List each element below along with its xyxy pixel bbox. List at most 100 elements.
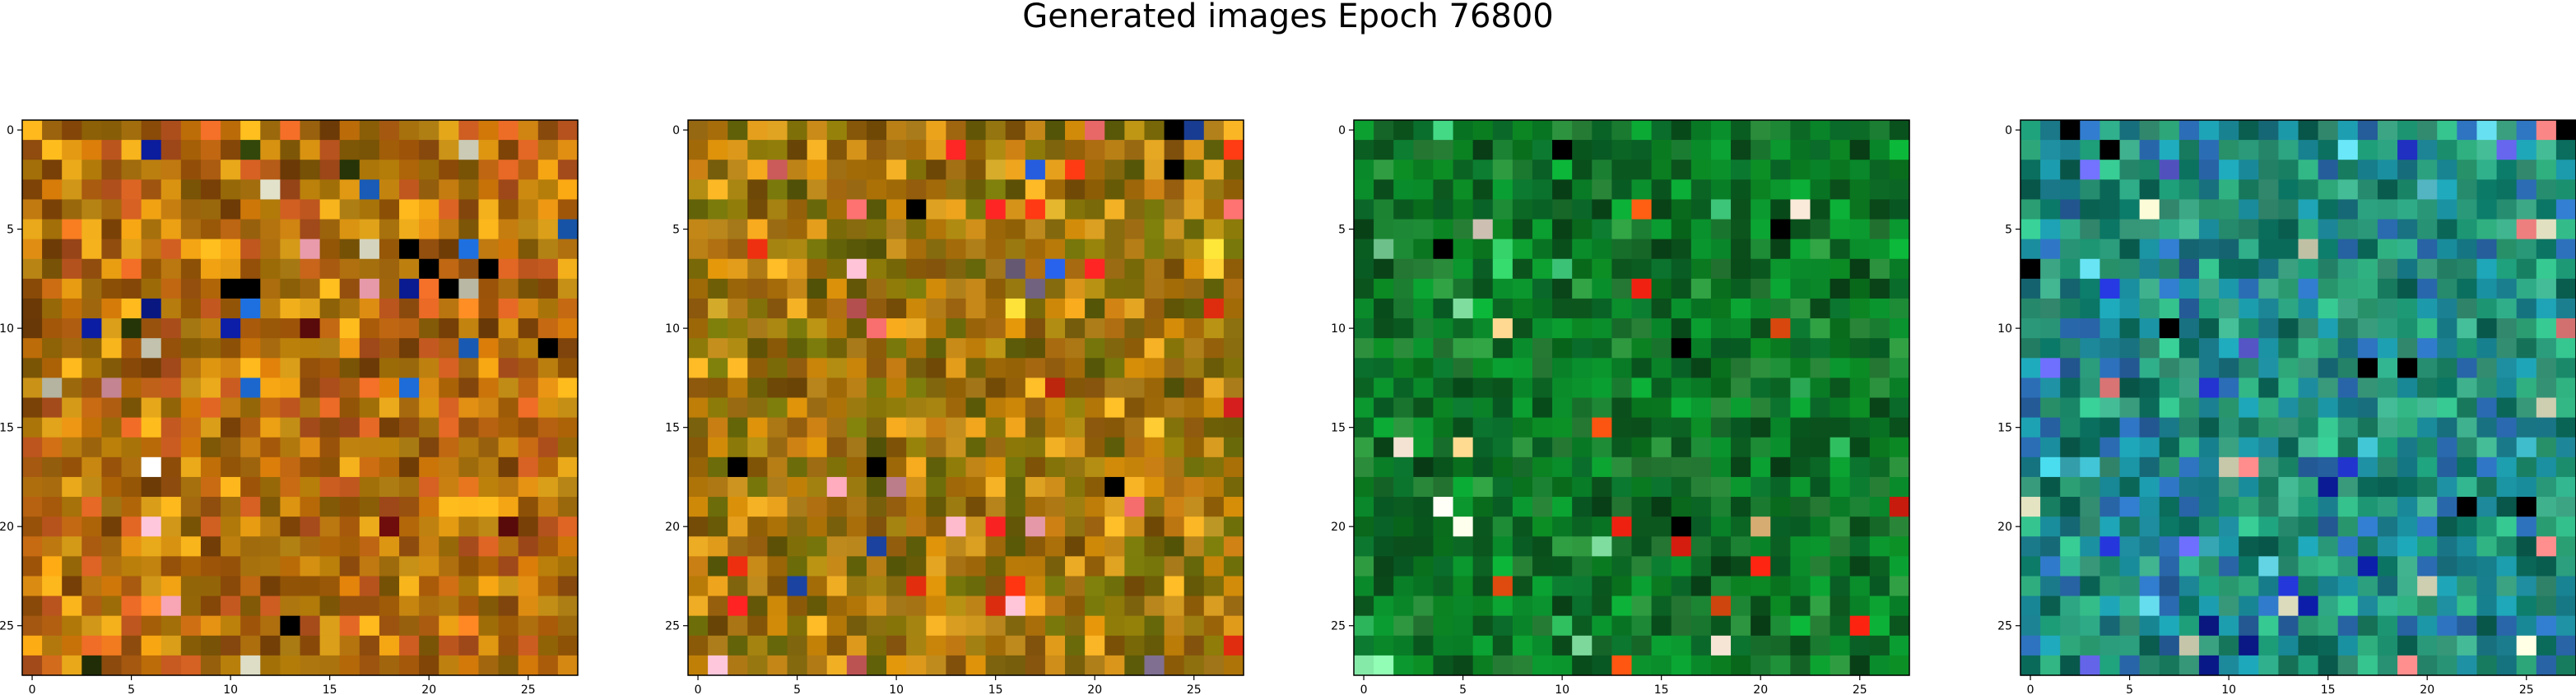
heatmap-cell <box>1690 456 1712 478</box>
heatmap-cell <box>985 199 1007 220</box>
heatmap-cell <box>2119 258 2141 280</box>
heatmap-cell <box>846 595 867 617</box>
heatmap-cell <box>2119 358 2141 378</box>
heatmap-cell <box>1731 140 1751 160</box>
heatmap-cell <box>1393 219 1414 240</box>
heatmap-cell <box>1065 278 1086 299</box>
heatmap-cell <box>1651 655 1672 676</box>
heatmap-cell <box>1183 318 1205 339</box>
heatmap-cell <box>2357 160 2378 180</box>
heatmap-cell <box>2496 536 2518 557</box>
heatmap-cell <box>2377 298 2398 319</box>
heatmap-cell <box>2258 358 2279 378</box>
heatmap-cell <box>121 397 142 419</box>
heatmap-cell <box>886 456 907 478</box>
heatmap-cell <box>2020 476 2041 498</box>
heatmap-cell <box>399 517 420 537</box>
heatmap-cell <box>2397 219 2418 240</box>
heatmap-cell <box>886 219 907 240</box>
heatmap-cell <box>1005 258 1026 280</box>
heatmap-cell <box>2298 417 2319 438</box>
heatmap-cell <box>2457 595 2478 617</box>
heatmap-cell <box>458 655 480 676</box>
heatmap-cell <box>1354 258 1374 280</box>
heatmap-cell <box>1849 160 1871 180</box>
heatmap-cell <box>1164 140 1185 160</box>
heatmap-cell <box>2377 397 2398 419</box>
heatmap-cell <box>260 517 281 537</box>
heatmap-cell <box>2119 199 2141 220</box>
heatmap-cell <box>1572 517 1593 537</box>
heatmap-cell <box>886 278 907 299</box>
heatmap-cell <box>359 417 380 438</box>
heatmap-cell <box>708 179 728 201</box>
heatmap-cell <box>1512 417 1533 438</box>
heatmap-cell <box>1203 378 1225 399</box>
heatmap-cell <box>1005 358 1026 378</box>
heatmap-cell <box>458 278 480 299</box>
heatmap-cell <box>1374 179 1394 201</box>
heatmap-cell <box>1710 160 1732 180</box>
heatmap-cell <box>160 338 182 359</box>
heatmap-cell <box>2397 397 2418 419</box>
heatmap-cell <box>42 298 63 319</box>
heatmap-cell <box>2298 615 2319 637</box>
heatmap-cell <box>1651 219 1672 240</box>
heatmap-cell <box>1413 615 1434 637</box>
heatmap-cell <box>1413 417 1434 438</box>
heatmap-cell <box>1512 338 1533 359</box>
heatmap-cell <box>81 417 103 438</box>
heatmap-cell <box>926 556 946 577</box>
heatmap-cell <box>2337 358 2359 378</box>
heatmap-cell <box>1690 338 1712 359</box>
y-tick-label: 25 <box>1331 620 1346 633</box>
heatmap-cell <box>1671 199 1692 220</box>
heatmap-cell <box>965 160 987 180</box>
heatmap-cell <box>1770 556 1791 577</box>
heatmap-cell <box>2119 278 2141 299</box>
heatmap-cell <box>1025 298 1046 319</box>
heatmap-cell <box>1393 318 1414 339</box>
heatmap-cell <box>280 258 301 280</box>
heatmap-cell <box>2536 120 2557 141</box>
heatmap-cell <box>1611 258 1633 280</box>
heatmap-cell <box>260 219 281 240</box>
heatmap-cell <box>2219 338 2239 359</box>
heatmap-cell <box>2437 120 2457 141</box>
heatmap-cell <box>906 437 927 458</box>
heatmap-cell <box>2020 179 2041 201</box>
heatmap-cell <box>1472 556 1494 577</box>
heatmap-cell <box>2496 378 2518 399</box>
heatmap-cell <box>787 456 808 478</box>
heatmap-cell <box>180 437 202 458</box>
heatmap-cell <box>1532 219 1553 240</box>
heatmap-cell <box>906 120 927 141</box>
heatmap-cell <box>1354 456 1374 478</box>
heatmap-cell <box>1085 318 1105 339</box>
heatmap-cell <box>399 378 420 399</box>
heatmap-cell <box>1690 179 1712 201</box>
heatmap-cell <box>518 120 539 141</box>
heatmap-cell <box>1532 397 1553 419</box>
heatmap-cell <box>2377 120 2398 141</box>
heatmap-cell <box>1005 556 1026 577</box>
heatmap-cell <box>2099 258 2121 280</box>
heatmap-cell <box>221 655 241 676</box>
heatmap-cell <box>1631 437 1653 458</box>
heatmap-cell <box>2377 437 2398 458</box>
heatmap-cell <box>1492 595 1514 617</box>
heatmap-cell <box>22 635 43 656</box>
heatmap-cell <box>926 120 946 141</box>
heatmap-cell <box>2417 655 2438 676</box>
heatmap-cell <box>767 456 788 478</box>
heatmap-cell <box>300 239 321 260</box>
heatmap-cell <box>478 258 500 280</box>
heatmap-cell <box>2278 219 2299 240</box>
heatmap-cell <box>985 456 1007 478</box>
heatmap-cells <box>1354 120 1910 676</box>
heatmap-cell <box>339 517 360 537</box>
heatmap-cell <box>42 635 63 656</box>
heatmap-cell <box>2139 358 2160 378</box>
heatmap-cell <box>557 456 579 478</box>
